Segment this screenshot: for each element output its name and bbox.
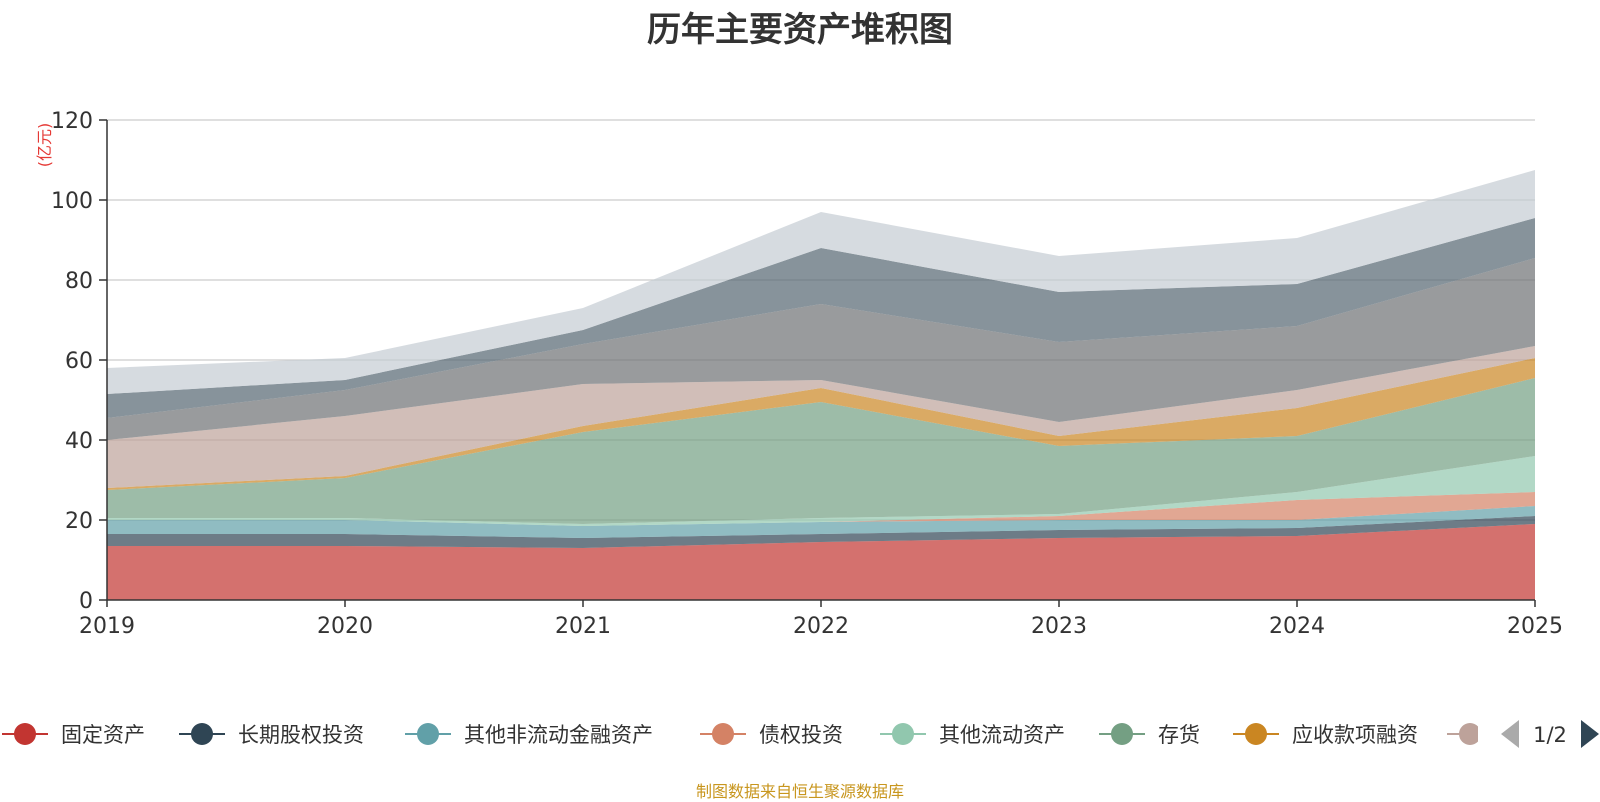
area-series-4 — [107, 492, 1535, 526]
y-ticks: 0 20 40 60 80 100 120 — [51, 109, 107, 614]
legend-label: 其他流动资产 — [939, 723, 1065, 747]
legend-marker — [191, 723, 213, 745]
legend-label: 债权投资 — [759, 723, 843, 747]
legend-marker — [1245, 723, 1267, 745]
area-series-1 — [107, 524, 1535, 600]
legend: 固定资产 长期股权投资 其他非流动金融资产 债权投资 其他流动资产 存货 应收款项融资 — [2, 723, 1493, 747]
area-series-7 — [107, 358, 1535, 490]
y-tick-label: 0 — [79, 589, 93, 614]
legend-label: 应收款项融资 — [1292, 723, 1418, 747]
x-tick-label: 2023 — [1031, 614, 1087, 639]
legend-page-indicator: 1/2 — [1533, 723, 1567, 747]
y-tick-label: 120 — [51, 109, 93, 134]
y-tick-label: 60 — [65, 349, 93, 374]
legend-item[interactable]: 长期股权投资 — [179, 723, 364, 747]
source-note: 制图数据来自恒生聚源数据库 — [695, 782, 904, 801]
legend-item[interactable]: 应收款项融资 — [1233, 723, 1418, 747]
legend-item[interactable]: 债权投资 — [700, 723, 843, 747]
legend-label: 存货 — [1158, 723, 1200, 747]
legend-marker — [1111, 723, 1133, 745]
chart-title: 历年主要资产堆积图 — [647, 10, 953, 50]
x-tick-label: 2020 — [317, 614, 373, 639]
x-ticks: 2019 2020 2021 2022 2023 2024 2025 — [79, 600, 1563, 639]
y-axis-unit-label: (亿元) — [35, 123, 54, 168]
legend-item[interactable]: 其他非流动金融资产 — [405, 723, 653, 747]
area-series-11 — [107, 170, 1535, 394]
legend-label: 长期股权投资 — [238, 723, 364, 747]
area-series-9 — [107, 258, 1535, 440]
area-series-10 — [107, 218, 1535, 418]
legend-marker — [712, 723, 734, 745]
y-tick-label: 40 — [65, 429, 93, 454]
legend-marker — [1459, 723, 1478, 745]
x-tick-label: 2019 — [79, 614, 135, 639]
legend-item[interactable]: 固定资产 — [2, 723, 145, 747]
x-tick-label: 2022 — [793, 614, 849, 639]
legend-pager: 1/2 — [1501, 720, 1599, 748]
x-tick-label: 2021 — [555, 614, 611, 639]
area-series-2 — [107, 516, 1535, 548]
area-series-8 — [107, 346, 1535, 488]
area-series-6 — [107, 378, 1535, 524]
legend-marker — [892, 723, 914, 745]
triangle-right-icon[interactable] — [1581, 720, 1599, 748]
y-tick-label: 100 — [51, 189, 93, 214]
x-tick-label: 2024 — [1269, 614, 1325, 639]
legend-item[interactable]: 其他流动资产 — [880, 723, 1065, 747]
triangle-left-icon[interactable] — [1501, 720, 1519, 748]
legend-item[interactable]: 存货 — [1099, 723, 1200, 747]
legend-marker — [14, 723, 36, 745]
x-tick-label: 2025 — [1507, 614, 1563, 639]
stacked-areas — [107, 170, 1535, 600]
y-tick-label: 20 — [65, 509, 93, 534]
y-tick-label: 80 — [65, 269, 93, 294]
legend-item-partial[interactable] — [1447, 723, 1493, 745]
area-series-5 — [107, 456, 1535, 526]
legend-label: 固定资产 — [61, 723, 145, 747]
legend-label: 其他非流动金融资产 — [464, 723, 653, 747]
legend-marker — [417, 723, 439, 745]
